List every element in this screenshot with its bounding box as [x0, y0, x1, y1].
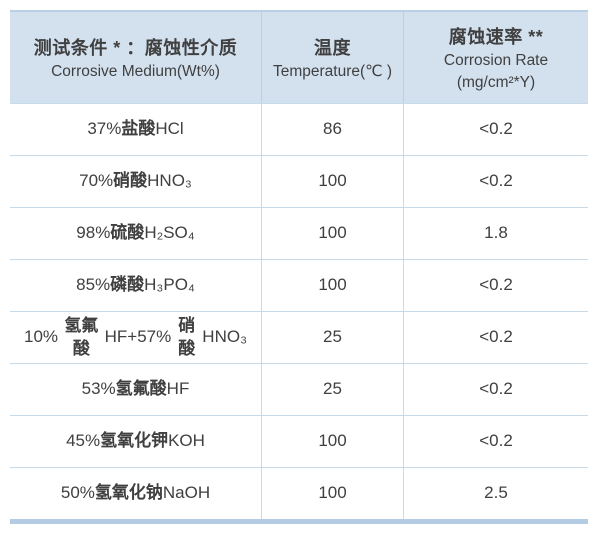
table-row: 98% 硫酸 H₂SO₄ 100 1.8	[10, 207, 588, 259]
header-rate-zh: 腐蚀速率 **	[448, 27, 544, 48]
cell-temperature: 100	[261, 156, 403, 207]
cell-temperature: 25	[261, 364, 403, 415]
cell-temperature: 100	[261, 468, 403, 519]
cell-corrosive-medium: 45% 氢氧化钾 KOH	[66, 431, 205, 451]
cell-corrosion-rate: <0.2	[403, 156, 588, 207]
table-row: 10% 氢氟酸 HF+57% 硝酸 HNO₃ 25 <0.2	[10, 311, 588, 363]
table-row: 53% 氢氟酸 HF 25 <0.2	[10, 363, 588, 415]
cell-corrosion-rate: <0.2	[403, 260, 588, 311]
cell-temperature: 86	[261, 104, 403, 155]
cell-temperature: 100	[261, 416, 403, 467]
corrosion-table: 测试条件 * ：腐蚀性介质 Corrosive Medium(Wt%) 温度 T…	[10, 10, 588, 524]
header-medium-zh: 测试条件 * ：腐蚀性介质	[33, 37, 238, 58]
cell-temperature: 100	[261, 260, 403, 311]
header-temperature-en: Temperature(℃ )	[272, 62, 393, 80]
cell-corrosive-medium: 70% 硝酸 HNO₃	[79, 171, 192, 191]
header-temperature-zh: 温度	[314, 37, 351, 58]
table-row: 37% 盐酸 HCl 86 <0.2	[10, 103, 588, 155]
cell-corrosion-rate: <0.2	[403, 416, 588, 467]
header-rate-unit: (mg/cm²*Y)	[456, 73, 536, 91]
cell-corrosive-medium: 50% 氢氧化钠 NaOH	[60, 483, 211, 503]
header-temperature: 温度 Temperature(℃ )	[261, 12, 403, 103]
cell-corrosive-medium: 53% 氢氟酸 HF	[81, 379, 190, 399]
cell-corrosion-rate: <0.2	[403, 312, 588, 363]
table-header: 测试条件 * ：腐蚀性介质 Corrosive Medium(Wt%) 温度 T…	[10, 12, 588, 103]
cell-corrosive-medium: 37% 盐酸 HCl	[87, 119, 184, 139]
cell-corrosion-rate: 2.5	[403, 468, 588, 519]
cell-corrosive-medium: 85% 磷酸 H₃PO₄	[76, 275, 195, 295]
cell-corrosion-rate: <0.2	[403, 104, 588, 155]
cell-temperature: 25	[261, 312, 403, 363]
table-bottom-bar	[10, 519, 588, 524]
table-row: 45% 氢氧化钾 KOH 100 <0.2	[10, 415, 588, 467]
table-row: 50% 氢氧化钠 NaOH 100 2.5	[10, 467, 588, 519]
table-body: 37% 盐酸 HCl 86 <0.2 70% 硝酸 HNO₃ 100 <0.2 …	[10, 103, 588, 519]
cell-corrosive-medium: 98% 硫酸 H₂SO₄	[76, 223, 195, 243]
cell-corrosion-rate: 1.8	[403, 208, 588, 259]
header-medium-en: Corrosive Medium(Wt%)	[51, 62, 220, 80]
table-row: 70% 硝酸 HNO₃ 100 <0.2	[10, 155, 588, 207]
table-row: 85% 磷酸 H₃PO₄ 100 <0.2	[10, 259, 588, 311]
cell-corrosive-medium: 10% 氢氟酸 HF+57% 硝酸 HNO₃	[24, 316, 247, 358]
header-rate-en: Corrosion Rate	[443, 52, 549, 70]
header-corrosive-medium: 测试条件 * ：腐蚀性介质 Corrosive Medium(Wt%)	[10, 12, 261, 103]
cell-corrosion-rate: <0.2	[403, 364, 588, 415]
cell-temperature: 100	[261, 208, 403, 259]
header-corrosion-rate: 腐蚀速率 ** Corrosion Rate (mg/cm²*Y)	[403, 12, 588, 103]
